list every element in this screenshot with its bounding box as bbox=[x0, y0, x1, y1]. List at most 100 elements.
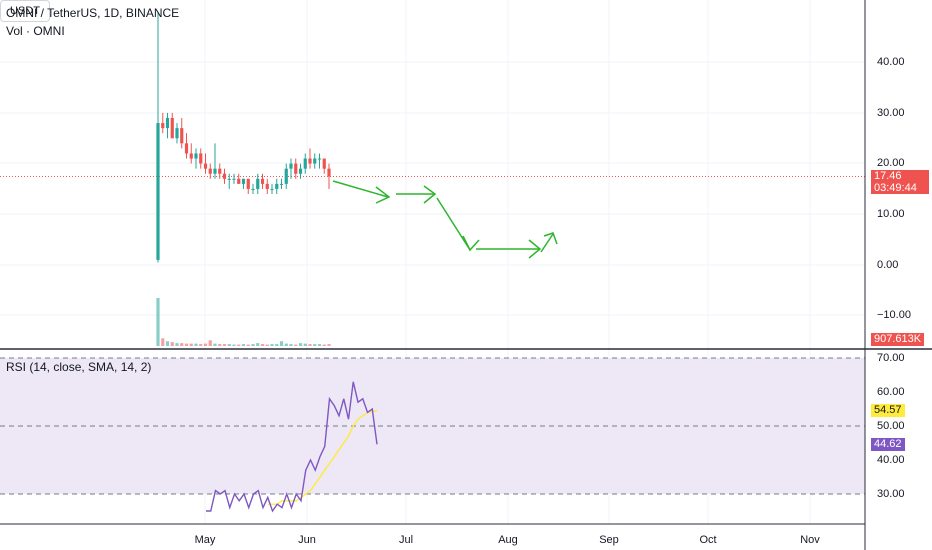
rsi-sma-line bbox=[267, 409, 378, 505]
rsi-tick: 50.00 bbox=[877, 420, 905, 432]
volume-bar bbox=[180, 343, 184, 346]
forecast-path-3[interactable] bbox=[436, 197, 471, 251]
volume-bar bbox=[165, 341, 170, 346]
volume-bar bbox=[218, 344, 222, 346]
volume-bar bbox=[227, 344, 231, 346]
candle-body bbox=[184, 143, 189, 154]
candle-body bbox=[303, 158, 307, 169]
rsi-band-lines bbox=[0, 357, 865, 495]
candle-body bbox=[189, 153, 193, 159]
volume-bar bbox=[270, 344, 274, 346]
current-price-badge: 17.46 03:49:44 bbox=[871, 170, 929, 194]
volume-bar bbox=[208, 340, 212, 346]
candle-body bbox=[203, 163, 208, 169]
time-tick: Jun bbox=[298, 534, 316, 546]
candle-body bbox=[165, 117, 170, 129]
volume-bar bbox=[222, 344, 227, 346]
rsi-line bbox=[206, 381, 378, 513]
price-tick: 30.00 bbox=[877, 107, 905, 119]
volume-bar bbox=[241, 344, 246, 346]
volume-bar bbox=[284, 343, 288, 346]
price-tick: 40.00 bbox=[877, 56, 905, 68]
volume-bar bbox=[170, 342, 174, 346]
time-tick: May bbox=[194, 534, 216, 546]
candle-body bbox=[208, 168, 212, 174]
candle-body bbox=[180, 128, 184, 144]
volume-bar bbox=[265, 344, 269, 346]
candle-body bbox=[289, 163, 293, 169]
candle-body bbox=[270, 188, 274, 190]
candle-body bbox=[194, 153, 198, 159]
volume-bar bbox=[308, 344, 312, 346]
symbol-title[interactable]: OMNI / TetherUS, 1D, BINANCE bbox=[6, 6, 180, 20]
drawing-arrows[interactable] bbox=[332, 180, 558, 259]
time-tick: Oct bbox=[699, 534, 717, 546]
volume-bar bbox=[194, 343, 198, 346]
volume-bar bbox=[294, 344, 298, 346]
rsi-tick: 30.00 bbox=[877, 488, 905, 500]
candle-body bbox=[237, 178, 241, 184]
volume-bar bbox=[199, 344, 203, 346]
candle-body bbox=[232, 178, 236, 180]
candle-body bbox=[227, 178, 231, 180]
forecast-arrow-head-5 bbox=[543, 232, 558, 245]
forecast-arrow-head-3 bbox=[462, 235, 480, 252]
volume-bar bbox=[232, 344, 236, 346]
volume-bar bbox=[237, 344, 241, 346]
volume-label[interactable]: Vol · OMNI bbox=[6, 24, 65, 38]
candle-body bbox=[265, 183, 269, 189]
volume-bar bbox=[303, 343, 307, 346]
volume-bar bbox=[298, 343, 303, 346]
rsi-indicator-label[interactable]: RSI (14, close, SMA, 14, 2) bbox=[6, 360, 152, 374]
candles bbox=[156, 11, 331, 263]
candle-body bbox=[294, 163, 298, 174]
candle-body bbox=[317, 158, 322, 160]
volume-bar bbox=[246, 344, 250, 346]
volume-bar bbox=[175, 343, 179, 346]
candle-body bbox=[308, 158, 312, 164]
current-price-value: 17.46 bbox=[874, 170, 902, 182]
forecast-arrow-head-4 bbox=[528, 239, 542, 259]
currency-button[interactable]: USDT bbox=[0, 0, 50, 22]
volume-bar bbox=[184, 343, 189, 346]
volume-bar bbox=[327, 344, 331, 346]
candle-body bbox=[170, 117, 174, 139]
candle-body bbox=[246, 178, 250, 189]
candle-body bbox=[251, 188, 255, 190]
forecast-arrow-head-1 bbox=[375, 186, 391, 204]
candle-body bbox=[175, 128, 179, 139]
candle-body bbox=[260, 178, 265, 184]
volume-bar bbox=[279, 341, 284, 346]
candle-body bbox=[161, 123, 165, 129]
price-tick: 20.00 bbox=[877, 157, 905, 169]
bar-countdown: 03:49:44 bbox=[874, 182, 917, 194]
time-tick: Jul bbox=[398, 534, 414, 546]
time-tick: Sep bbox=[599, 534, 619, 546]
candle-body bbox=[275, 183, 279, 189]
volume-bars bbox=[156, 298, 331, 346]
forecast-path-5[interactable] bbox=[540, 233, 554, 253]
volume-bar bbox=[260, 344, 265, 346]
volume-badge: 907.613K bbox=[871, 333, 925, 346]
volume-bar bbox=[251, 344, 255, 346]
candle-body bbox=[156, 123, 160, 260]
volume-bar bbox=[189, 343, 193, 346]
candle-body bbox=[213, 168, 217, 174]
rsi-sma-badge: 54.57 bbox=[871, 404, 905, 417]
volume-bar bbox=[213, 343, 217, 346]
price-tick: 0.00 bbox=[877, 259, 899, 271]
rsi-tick: 40.00 bbox=[877, 454, 905, 466]
time-tick: Nov bbox=[800, 534, 820, 546]
candle-body bbox=[279, 183, 284, 185]
forecast-path-1[interactable] bbox=[332, 180, 389, 198]
rsi-tick: 60.00 bbox=[877, 386, 905, 398]
rsi-tick: 70.00 bbox=[877, 352, 905, 364]
volume-bar bbox=[203, 343, 208, 346]
volume-bar bbox=[317, 344, 322, 346]
volume-bar bbox=[289, 344, 293, 346]
volume-bar bbox=[156, 298, 160, 346]
volume-bar bbox=[256, 343, 260, 346]
candle-body bbox=[222, 173, 227, 179]
volume-bar bbox=[161, 338, 165, 346]
